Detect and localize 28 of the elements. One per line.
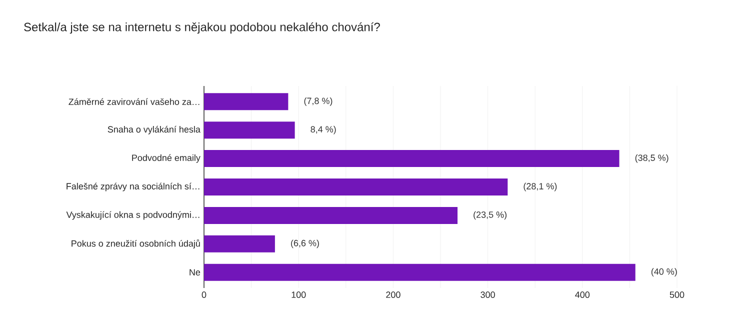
x-tick-label: 0 [202, 292, 206, 298]
bar [204, 206, 458, 224]
y-tick-label: Ne [190, 269, 200, 276]
x-tick-label: 400 [575, 292, 590, 298]
bar [204, 264, 636, 281]
annotation: (38,5 %) [635, 154, 668, 163]
annotation: 8,4 %) [310, 126, 336, 134]
bar [204, 150, 620, 168]
bar [204, 235, 275, 252]
x-tick-label: 300 [480, 292, 495, 298]
chart-title: Setkal/a jste se na internetu s nějakou podobou nekalého chování? [24, 22, 380, 34]
x-tick-label: 500 [670, 292, 684, 298]
y-tick-label: Snaha o vylákání hesla [108, 126, 200, 134]
annotation: (40 %) [651, 268, 677, 277]
annotation: (7,8 %) [304, 97, 332, 106]
y-tick-label: Záměrné zavirování vašeho za… [68, 98, 200, 106]
annotation: (6,6 %) [291, 240, 319, 248]
annotation: (23,5 %) [474, 211, 507, 220]
x-tick-label: 200 [386, 292, 400, 298]
annotation: (28,1 %) [524, 182, 557, 192]
x-tick-label: 100 [292, 292, 306, 298]
bar [204, 178, 508, 196]
y-tick-label: Falešné zprávy na sociálních sí… [66, 182, 200, 192]
y-tick-label: Podvodné emaily [132, 154, 200, 163]
bar [204, 93, 288, 110]
bar [204, 122, 295, 139]
y-tick-label: Vyskakující okna s podvodnými… [66, 211, 200, 220]
y-tick-label: Pokus o zneužití osobních údajů [72, 239, 200, 248]
